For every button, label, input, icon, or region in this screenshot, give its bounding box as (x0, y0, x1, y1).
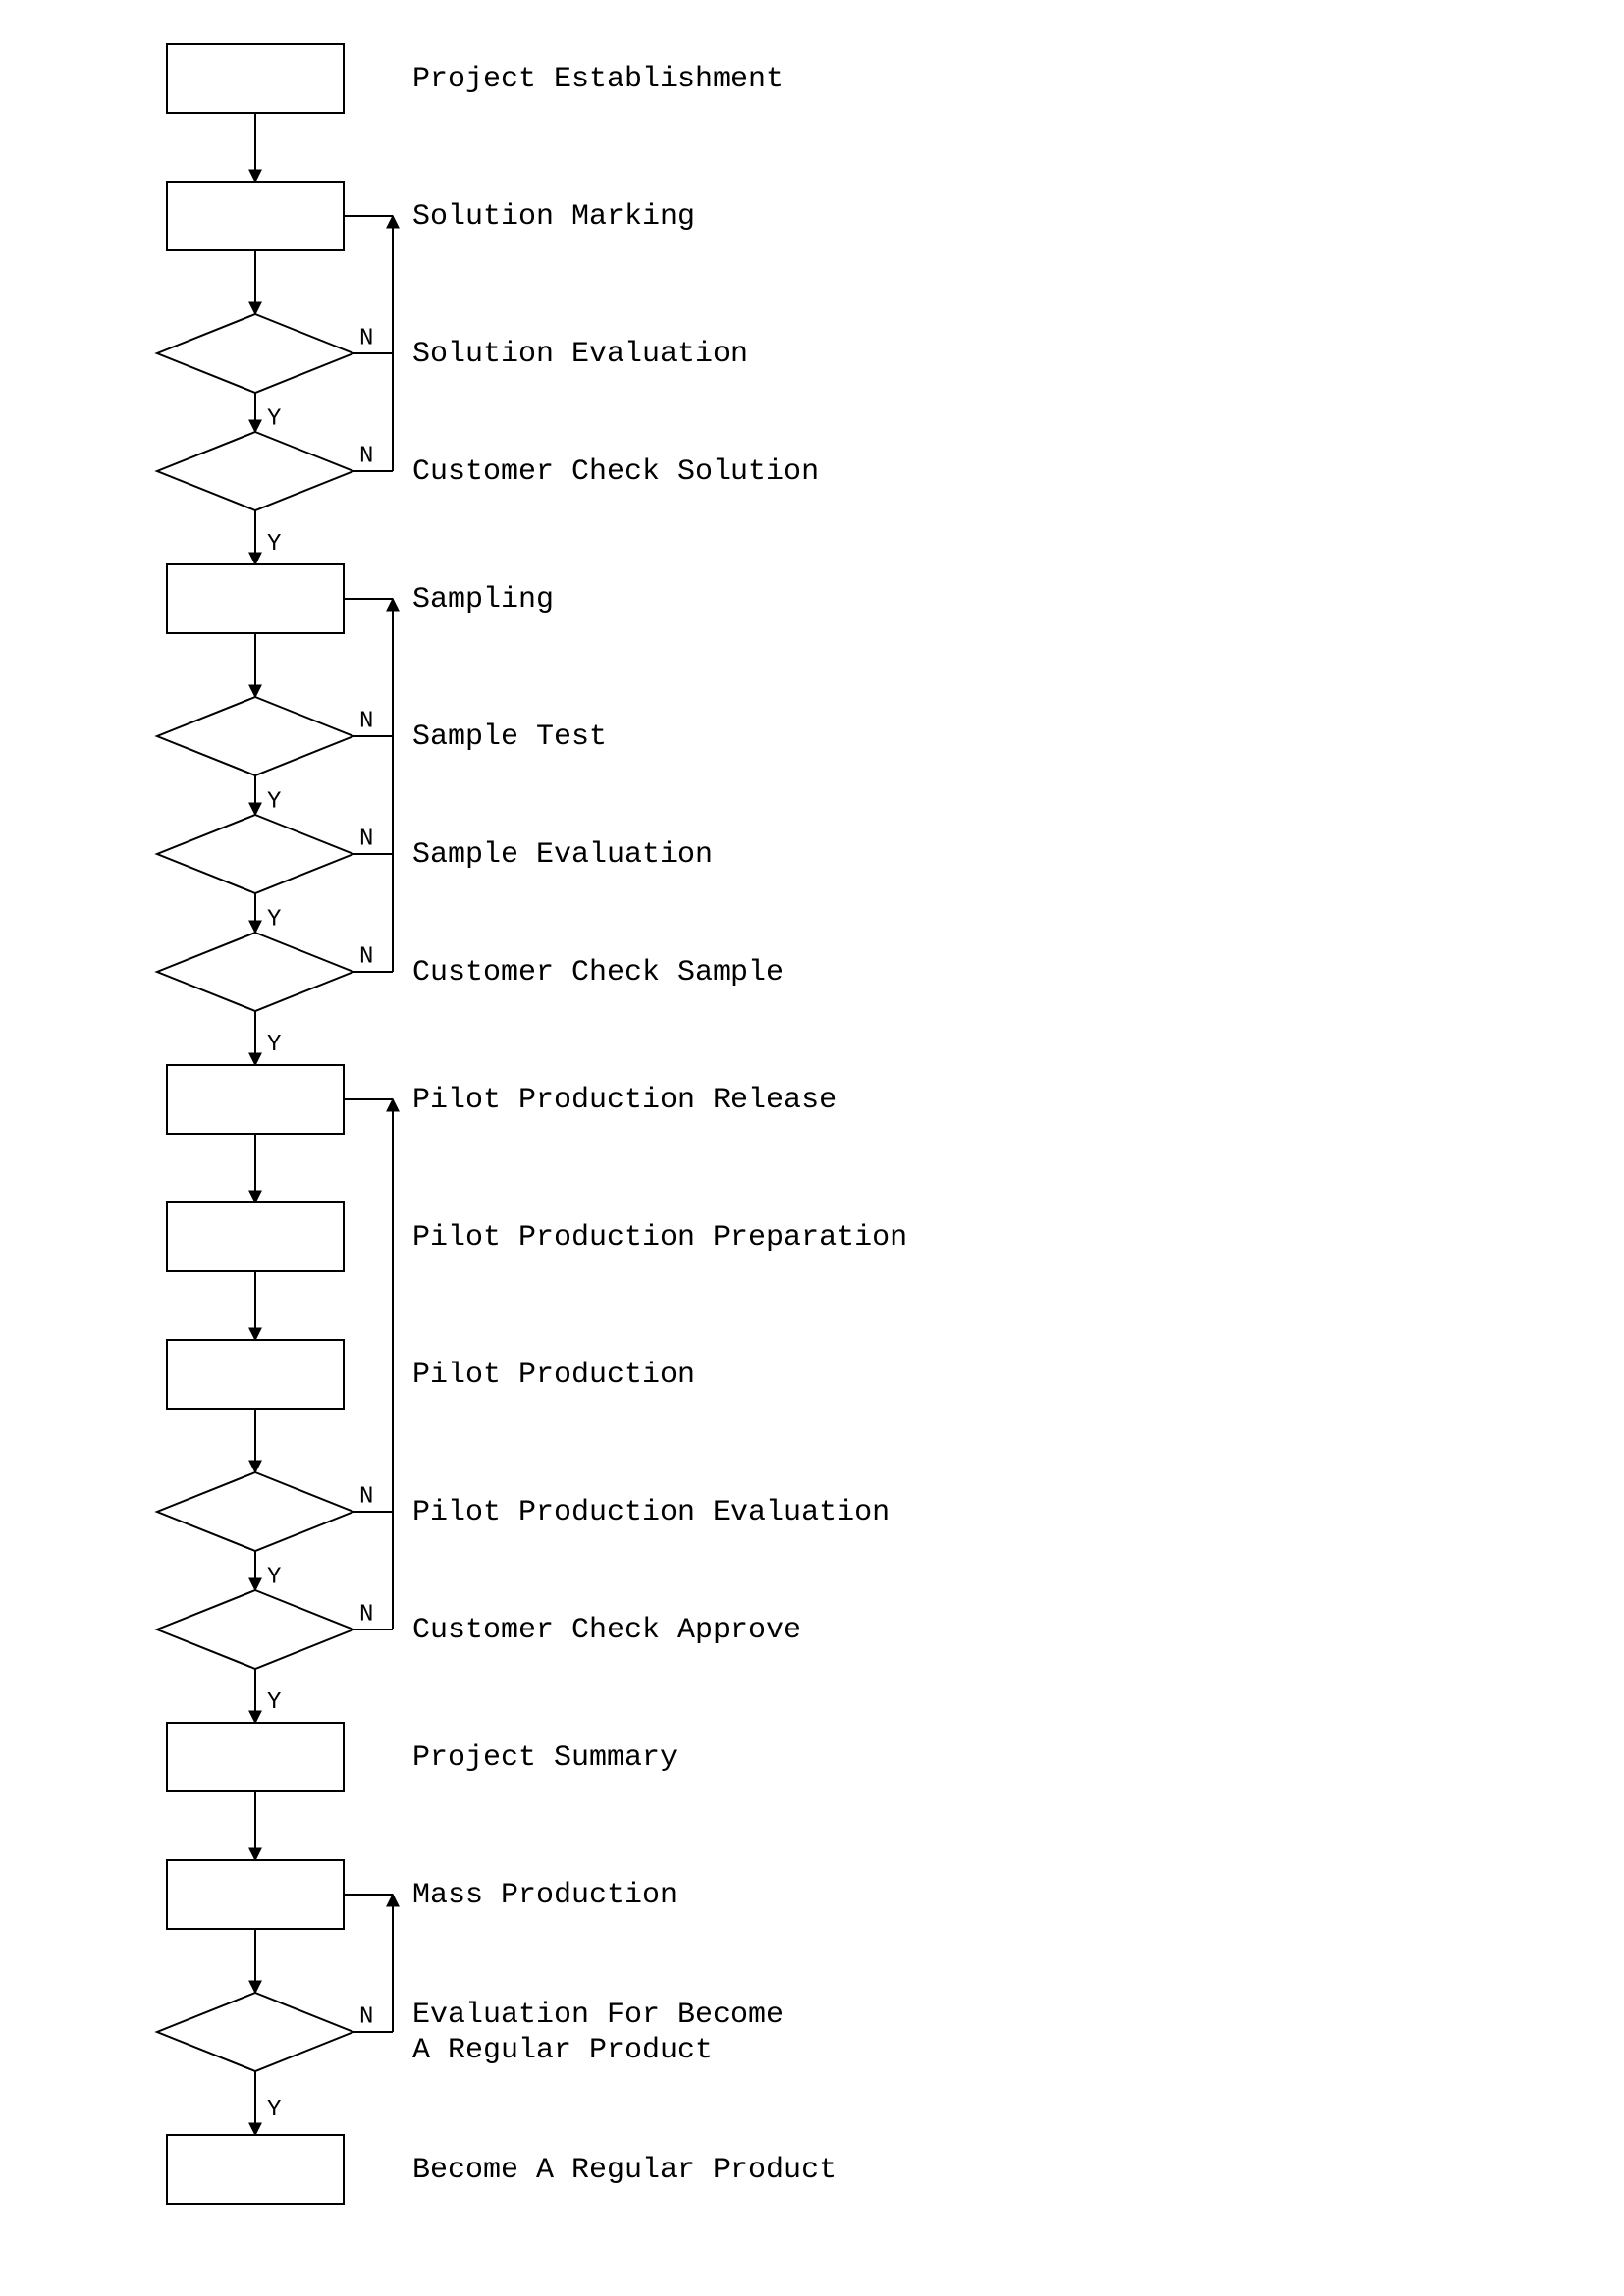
node-label-n6: Sample Test (412, 721, 607, 754)
node-label-n13: Customer Check Approve (412, 1614, 801, 1647)
node-label-n4: Customer Check Solution (412, 455, 819, 489)
node-n13 (157, 1590, 353, 1669)
edge-label-n16-n17: Y (267, 2097, 281, 2123)
node-label-n9: Pilot Production Release (412, 1084, 837, 1117)
node-label-n10: Pilot Production Preparation (412, 1221, 907, 1255)
feedback-n-label-n12: N (359, 1483, 373, 1510)
node-label-n11: Pilot Production (412, 1359, 695, 1392)
node-n5 (167, 564, 344, 633)
node-label-n16-line1: Evaluation For Become (412, 1999, 784, 2032)
node-n12 (157, 1472, 353, 1551)
node-label-n1: Project Establishment (412, 63, 784, 96)
node-n8 (157, 933, 353, 1011)
edge-label-n13-n14: Y (267, 1689, 281, 1716)
node-n14 (167, 1723, 344, 1791)
feedback-n-label-n8: N (359, 943, 373, 970)
node-label-n5: Sampling (412, 583, 554, 616)
node-n3 (157, 314, 353, 393)
node-n6 (157, 697, 353, 775)
edge-label-n7-n8: Y (267, 906, 281, 933)
node-label-n2: Solution Marking (412, 200, 695, 234)
node-n7 (157, 815, 353, 893)
feedback-n-label-n6: N (359, 708, 373, 734)
feedback-n-label-n16: N (359, 2003, 373, 2030)
feedback-n-label-n13: N (359, 1601, 373, 1628)
node-n4 (157, 432, 353, 510)
edge-label-n8-n9: Y (267, 1032, 281, 1058)
node-label-n15: Mass Production (412, 1879, 677, 1912)
node-n17 (167, 2135, 344, 2204)
edge-label-n4-n5: Y (267, 531, 281, 558)
node-label-n16-line2: A Regular Product (412, 2034, 713, 2067)
edge-label-n3-n4: Y (267, 405, 281, 432)
feedback-n-label-n4: N (359, 443, 373, 469)
node-label-n14: Project Summary (412, 1741, 677, 1775)
node-n11 (167, 1340, 344, 1409)
node-n10 (167, 1202, 344, 1271)
node-n1 (167, 44, 344, 113)
node-n15 (167, 1860, 344, 1929)
node-label-n8: Customer Check Sample (412, 956, 784, 989)
node-label-n3: Solution Evaluation (412, 338, 748, 371)
node-label-n17: Become A Regular Product (412, 2154, 837, 2187)
edge-label-n12-n13: Y (267, 1564, 281, 1590)
flowchart-canvas: Y Y Y Y Y Y Y Y N N N N N N N N Project Establishment Sol… (0, 0, 1624, 2296)
feedback-n-label-n7: N (359, 826, 373, 852)
edge-label-n6-n7: Y (267, 788, 281, 815)
node-n2 (167, 182, 344, 250)
node-n16 (157, 1993, 353, 2071)
node-label-n12: Pilot Production Evaluation (412, 1496, 890, 1529)
feedback-n-label-n3: N (359, 325, 373, 351)
node-label-n7: Sample Evaluation (412, 838, 713, 872)
node-n9 (167, 1065, 344, 1134)
